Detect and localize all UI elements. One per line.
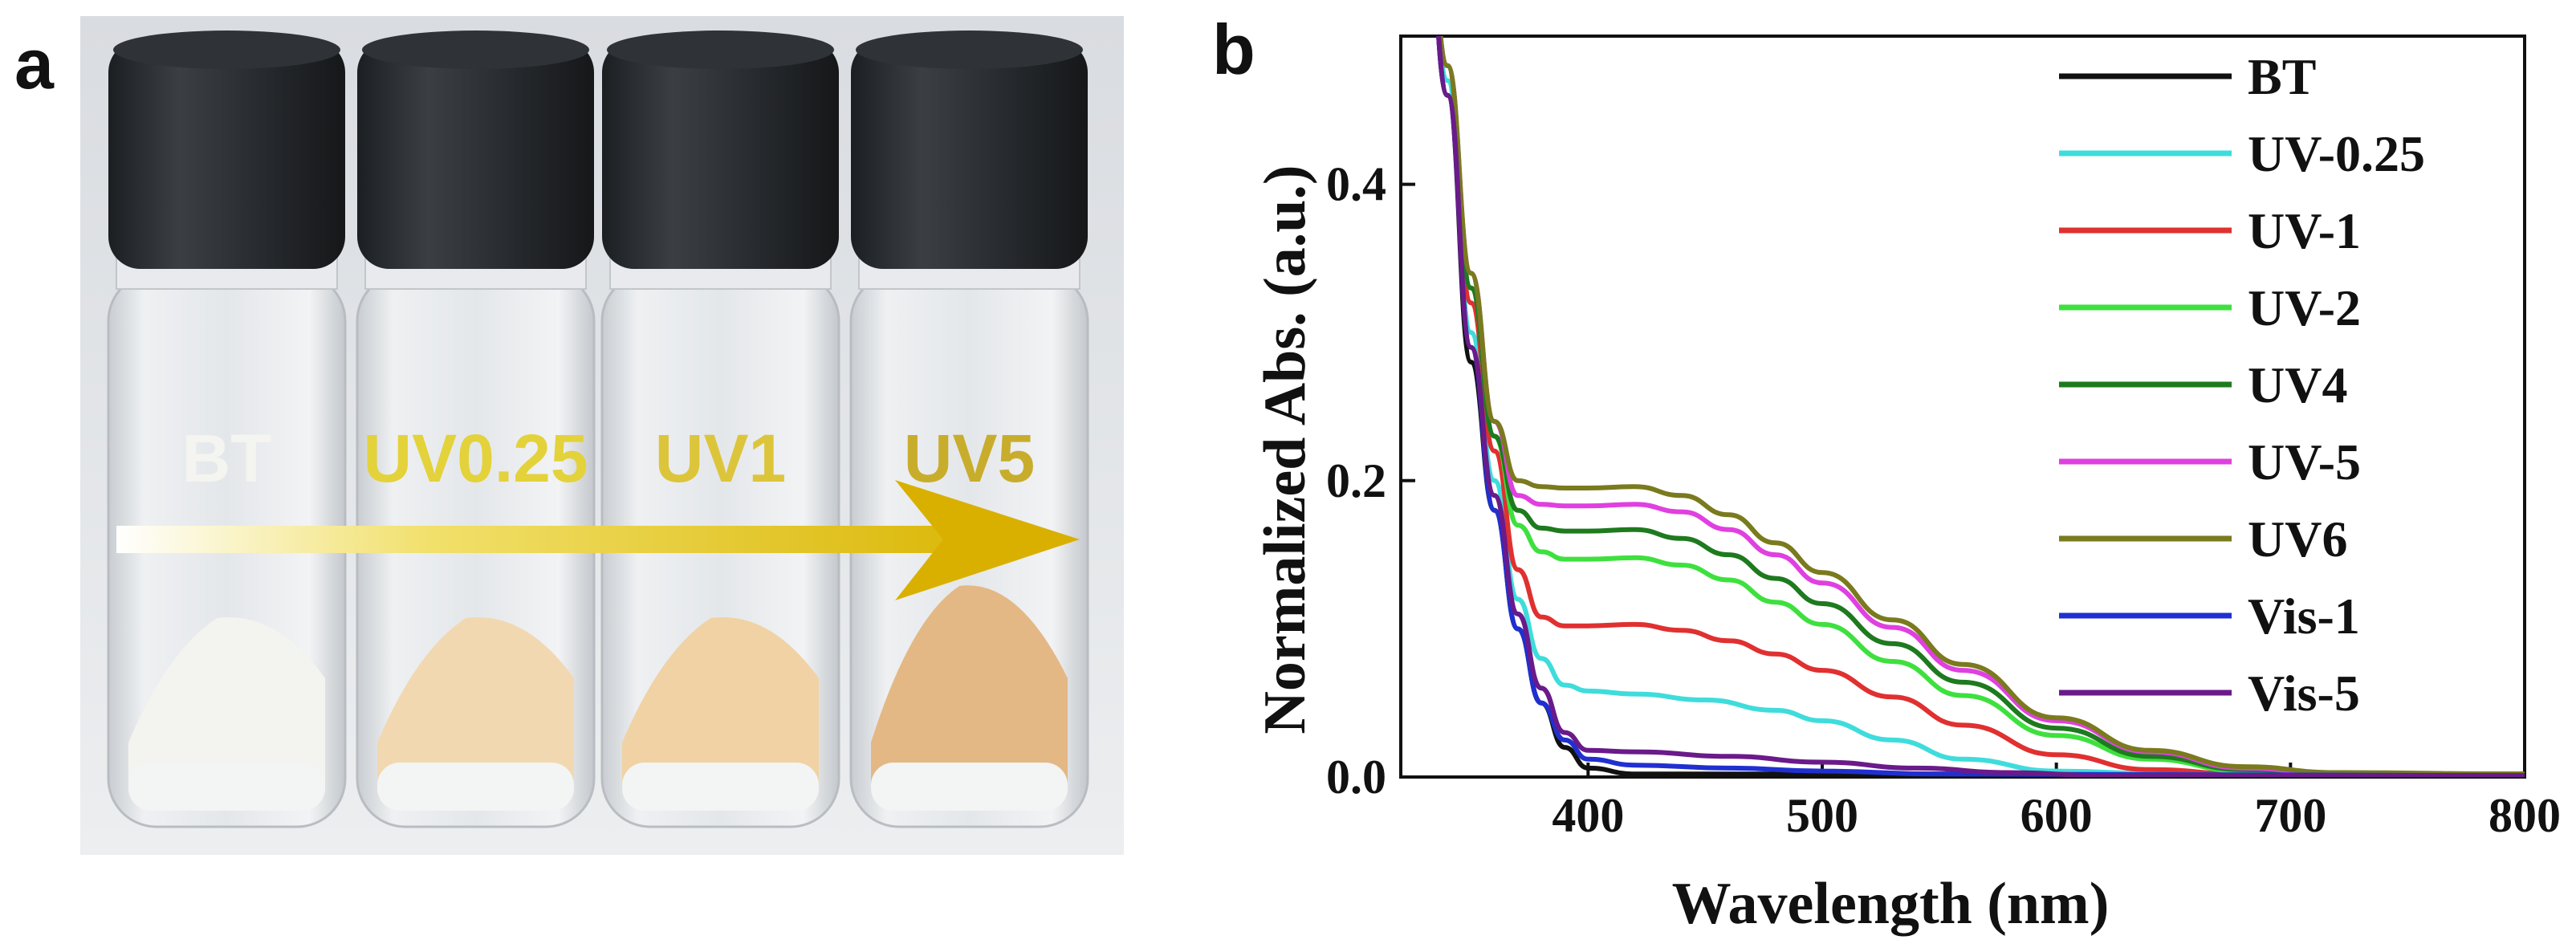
legend-label: UV4 [2248,356,2347,413]
series-line-uv4 [1438,36,2525,777]
vial-cap-top [362,31,589,69]
vial-label: UV0.25 [363,421,588,496]
legend-label: UV-1 [2248,202,2361,259]
panel-b: b 400 500 600 700 800 0.0 0.2 0.4 BT UV-0.25 UV-1… [1212,10,2561,937]
legend-label: UV-2 [2248,279,2361,336]
arrow-shaft [116,526,1019,553]
y-tick-label: 0.2 [1326,454,1386,507]
series-line-uv6 [1438,36,2525,777]
y-tick-label: 0.0 [1326,751,1386,804]
series-line-uv-5 [1438,36,2525,777]
arrow-head [895,480,1080,600]
series-line-uv-0-25 [1437,36,2525,777]
legend-label: UV-5 [2248,433,2361,490]
series-line-vis-1 [1436,36,2525,777]
vial-cap [357,40,594,269]
vial-bottom [622,763,819,811]
vial-cap [602,40,839,269]
vial [356,31,596,828]
legend-label: Vis-5 [2248,665,2360,722]
vial-powder [377,616,574,791]
plot-frame [1399,35,2526,779]
vial-bottom [871,763,1068,811]
legend-label: Vis-1 [2248,588,2360,645]
vial-cap-top [856,31,1083,69]
panel-b-label: b [1212,10,1255,89]
legend: BT UV-0.25 UV-1 UV-2 UV4 UV-5 UV6 Vis-1 Vis-5 [2059,48,2425,722]
vial-powder [622,616,819,791]
vial-cap-top [113,31,340,69]
vial-label: BT [182,421,272,496]
axis-ticks: 400 500 600 700 800 0.0 0.2 0.4 [1326,158,2561,842]
x-tick-label: 700 [2254,789,2326,842]
vial-powder [128,616,325,791]
vial-labels: BT UV0.25 UV1 UV5 [182,421,1036,496]
series-line-vis-5 [1436,36,2525,777]
x-tick-label: 600 [2021,789,2093,842]
x-tick-label: 400 [1552,789,1624,842]
x-tick-label: 800 [2489,789,2561,842]
y-tick-label: 0.4 [1326,158,1386,211]
legend-label: UV-0.25 [2248,125,2425,182]
series-line-uv-1 [1438,36,2525,777]
x-tick-label: 500 [1786,789,1858,842]
x-axis-title: Wavelength (nm) [1672,871,2110,937]
vial-powder [871,585,1068,791]
series-line-uv-2 [1438,36,2525,777]
vial-cap-top [607,31,834,69]
vial-bottom [377,763,574,811]
panel-a-label: a [14,24,55,104]
panel-a: a BT UV0.25 UV1 UV5 [14,16,1124,855]
y-axis-title: Normalized Abs. (a.u.) [1252,165,1318,734]
vials-group [107,31,1089,828]
vial-label: UV1 [655,421,786,496]
vial-cap [851,40,1088,269]
legend-label: BT [2248,48,2316,105]
vial-label: UV5 [904,421,1035,496]
vial-bottom [128,763,325,811]
legend-label: UV6 [2248,511,2347,568]
series-lines [1436,36,2525,777]
vial-cap [108,40,345,269]
series-line-bt [1436,36,2525,777]
plot-area: 400 500 600 700 800 0.0 0.2 0.4 [1326,35,2561,842]
increase-arrow [116,480,1080,600]
